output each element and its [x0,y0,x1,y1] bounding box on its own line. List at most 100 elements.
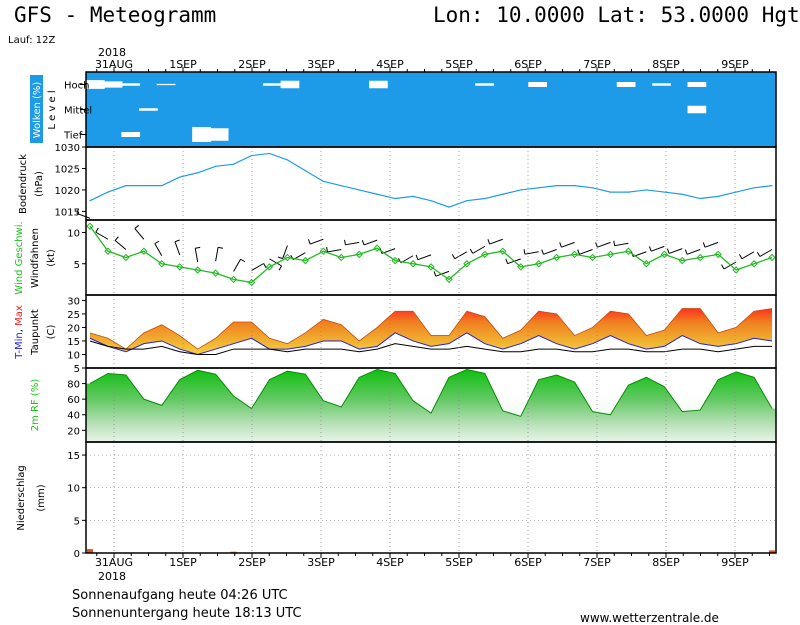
chart-title: GFS - Meteogramm [14,3,216,27]
day-label-bottom: 2SEP [238,556,266,569]
cloud-gap [652,83,671,86]
temperature-ylabel-1: Taupunkt [30,309,41,356]
precip-tick-label: 0 [74,549,80,560]
humidity-ylabel-part: 2m RF (%) [30,379,41,432]
wind-barb [76,212,91,219]
wind-barb [686,249,701,255]
humidity-tick-label: 60 [67,395,80,406]
year-bottom-label: 2018 [98,570,126,583]
pressure-point [573,185,576,187]
sunset-text: Sonnenuntergang heute 18:13 UTC [72,606,302,621]
pressure-point [412,195,414,197]
cloud-gap [192,127,211,142]
pressure-point [179,176,181,178]
wind-barb-feather [154,240,160,245]
pressure-point [627,191,630,193]
wind-ylabel-1-part: Windfahnen [30,228,41,288]
wind-barb [327,249,342,253]
day-label-bottom: 5SEP [445,556,473,569]
wind-point [463,260,471,268]
pressure-point [502,193,504,195]
cloud-gap [86,80,105,89]
wind-point [588,253,597,262]
source-link[interactable]: www.wetterzentrale.de [580,611,719,625]
wind-barb-feather [76,208,80,214]
wind-tick-label: 10 [67,229,80,240]
pressure-tick-label: 1030 [55,143,80,154]
pressure-point [358,189,360,191]
wind-point [481,250,489,259]
pressure-line [89,152,773,208]
pressure-point [538,187,540,189]
cloud-gap [121,132,141,137]
day-label-bottom: 8SEP [652,556,680,569]
panels-group: HochMittelTief10151020102510305105101520… [14,58,777,569]
wind-ylabel-colored: Wind Geschwi. [14,221,25,294]
wind-barb [174,241,181,256]
pressure-point [556,185,558,187]
wind-point [391,256,399,265]
wind-barb [668,248,683,254]
wind-barb [650,245,665,252]
wind-barb-feather [451,254,456,260]
cloud-gap [369,80,388,89]
wind-barb-feather [195,246,201,249]
wind-point [409,260,417,268]
wind-point [427,263,435,271]
day-label-bottom: 4SEP [376,556,404,569]
wind-point [552,253,561,262]
wind-barb-feather [174,239,180,243]
day-label-top: 1SEP [169,58,197,71]
wind-barb-feather [326,246,328,253]
humidity-panel: 20 40 60 80 [67,368,776,442]
clouds-label-bg [30,75,43,143]
wind-point [158,260,166,268]
pressure-ylabel-1: Bodendruck [18,154,29,214]
pressure-point [771,185,773,187]
cloud-gap [475,83,494,86]
wind-point [283,253,292,262]
wind-barb-feather [277,256,283,260]
wind-ylabel-2-part: (kt) [46,249,57,267]
wind-barb-feather [577,249,580,255]
location-readout: Lon: 10.0000 Lat: 53.0000 Hgt: 8 [433,3,800,27]
precip-ylabel-1: Niederschlag [16,465,27,530]
wind-point [660,250,669,259]
pressure-point [645,189,647,191]
clouds-ylabel: Wolken (%) [32,82,43,139]
wind-barb [435,270,450,277]
humidity-area [86,369,776,442]
temperature-tick-label: 5 [74,364,80,375]
wind-barb [309,238,324,245]
temperature-tick-label: 10 [67,350,80,361]
wind-barb [114,240,127,250]
pressure-point [591,187,594,189]
cloud-gap [262,83,282,86]
wind-point [570,250,579,259]
pressure-point [753,187,755,189]
wind-point [606,250,615,259]
wind-ylabel-2: (kt) [46,249,57,267]
wind-barb-feather [756,251,761,257]
wind-barb-feather [666,248,670,254]
pressure-point [286,159,289,161]
temperature-ylabel-colored-part: , [14,326,25,332]
wind-barb-feather [702,242,706,248]
wind-barb [282,245,288,259]
pressure-point [717,195,719,197]
pressure-point [89,200,91,202]
wind-barb [489,238,503,245]
cloud-gap [687,105,707,114]
day-label-bottom: 3SEP [307,556,335,569]
wind-barb [597,241,611,248]
cloud-gap [121,83,141,86]
wind-barb-feather [613,240,616,246]
pressure-point [197,172,199,174]
pressure-tick-label: 1015 [55,207,80,218]
pressure-point [376,193,378,195]
day-label-top: 3SEP [307,58,335,71]
pressure-point [161,185,163,187]
pressure-ylabel-1-part: Bodendruck [18,154,29,214]
precip-ylabel-2-part: (mm) [36,484,47,511]
wind-barb [417,254,432,261]
